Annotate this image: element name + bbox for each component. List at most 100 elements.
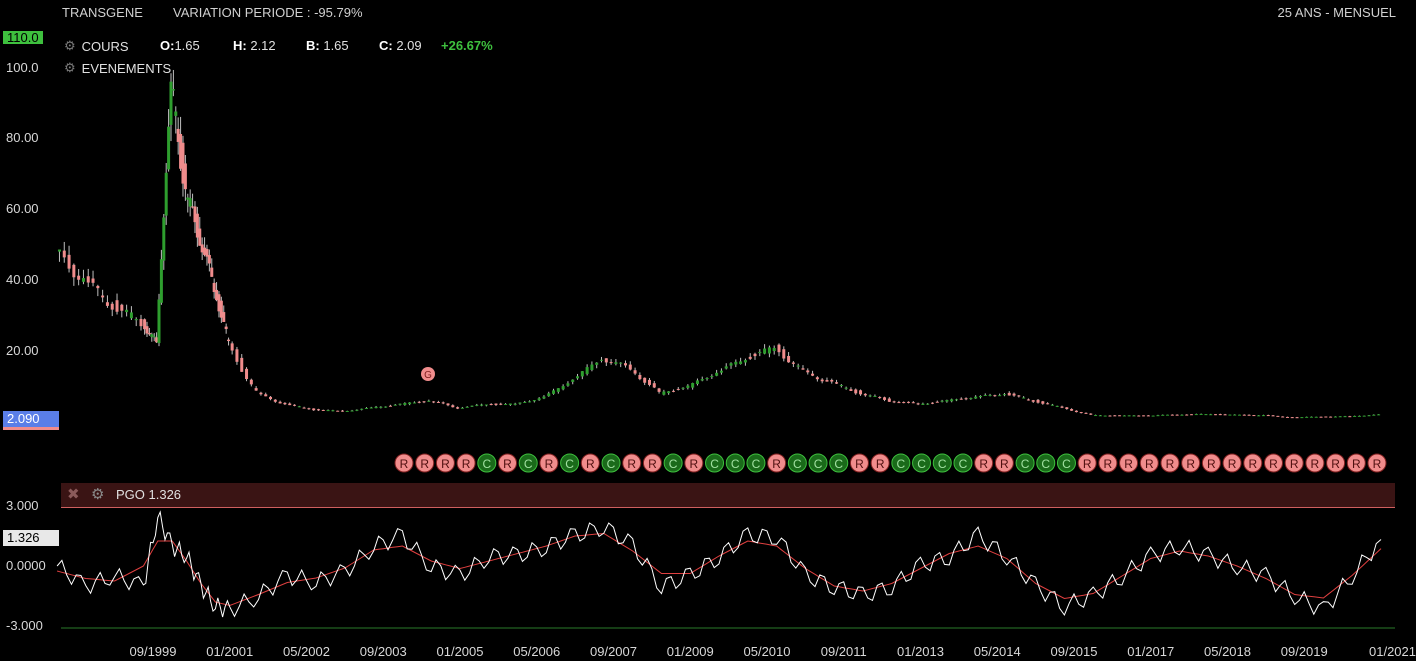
event-marker (746, 453, 766, 473)
gear-icon[interactable]: ⚙ (91, 486, 105, 503)
event-marker-label: R (1248, 457, 1257, 471)
candle-body (240, 357, 244, 372)
candle-body (748, 356, 752, 359)
event-marker-label: C (482, 457, 491, 471)
candle-body (1204, 414, 1208, 416)
event-marker (1119, 453, 1139, 473)
candle-body (224, 326, 228, 330)
candle-body (935, 401, 939, 403)
candle-body (782, 349, 786, 359)
ticker-name: TRANSGENE (62, 5, 143, 20)
pgo-tick: -3.000 (6, 618, 43, 633)
candle-body (1084, 412, 1088, 414)
candle-body (193, 206, 197, 223)
candle-body (147, 333, 151, 335)
candle-body (1362, 415, 1366, 417)
candle-body (86, 276, 90, 283)
event-marker-label: C (710, 457, 719, 471)
event-marker-label: R (627, 457, 636, 471)
pgo-tick: 3.000 (6, 498, 39, 513)
candle-body (1276, 415, 1280, 417)
pgo-tick: 0.0000 (6, 558, 46, 573)
candle-body (1199, 413, 1203, 415)
candle-body (772, 347, 776, 352)
candle-body (72, 264, 76, 278)
candle-body (164, 172, 168, 216)
candle-body (743, 360, 747, 363)
event-marker-label: R (1166, 457, 1175, 471)
event-marker (1326, 453, 1346, 473)
candle-body (1132, 415, 1136, 417)
candle-body (753, 353, 757, 357)
candle-body (157, 299, 161, 344)
candle-body (302, 407, 306, 409)
candle-body (1300, 417, 1304, 419)
event-marker (808, 453, 828, 473)
events-label[interactable]: EVENEMENTS (81, 60, 172, 76)
candle-body (355, 409, 359, 411)
close-icon[interactable]: ✖ (67, 486, 80, 503)
candle-body (820, 379, 824, 382)
candle-body (259, 392, 263, 395)
candle-body (264, 394, 268, 397)
event-marker (1160, 453, 1180, 473)
candle-body (1237, 414, 1241, 416)
candle-body (969, 398, 973, 400)
candle-body (705, 378, 709, 380)
candle-body (1185, 414, 1189, 416)
event-marker-label: R (1083, 457, 1092, 471)
candle-body (212, 282, 216, 293)
candle-body (465, 406, 469, 408)
candle-body (278, 401, 282, 404)
candle-body (143, 319, 147, 330)
candle-body (321, 409, 325, 411)
cours-label[interactable]: COURS (81, 38, 129, 54)
candle-body (269, 396, 273, 400)
candle-body (1017, 395, 1021, 397)
candle-body (254, 388, 258, 391)
event-marker-label: R (979, 457, 988, 471)
candle-body (1305, 416, 1309, 418)
candle-body (815, 377, 819, 380)
candle-body (96, 285, 100, 289)
candle-body (1329, 416, 1333, 418)
candle-body (978, 395, 982, 398)
candle-body (1137, 415, 1141, 417)
candle-body (1175, 414, 1179, 416)
event-marker-label: R (503, 457, 512, 471)
candle-body (288, 403, 292, 406)
candle-body (1046, 403, 1050, 405)
event-marker-label: C (917, 457, 926, 471)
low-readout: B: 1.65 (306, 38, 349, 53)
x-tick-label: 01/2021 (1369, 644, 1416, 659)
price-tick: 40.00 (6, 272, 39, 287)
candle-body (1022, 397, 1026, 399)
event-marker (1263, 453, 1283, 473)
x-tick-label: 05/2018 (1204, 644, 1251, 659)
candle-body (1271, 415, 1275, 417)
candle-body (379, 406, 383, 408)
gear-icon[interactable]: ⚙ (64, 60, 76, 75)
period-selector[interactable]: 25 ANS - MENSUEL (1277, 5, 1397, 20)
candle-body (369, 407, 373, 409)
candle-body (222, 312, 226, 322)
candle-body (585, 367, 589, 374)
candle-body (787, 355, 791, 363)
candle-body (1214, 414, 1218, 416)
candle-body (638, 374, 642, 380)
candle-body (523, 402, 527, 404)
candle-body (336, 410, 340, 412)
gear-icon[interactable]: ⚙ (64, 38, 76, 53)
candle-body (62, 250, 66, 258)
open-label: O: (160, 38, 175, 53)
candle-body (921, 403, 925, 405)
candle-body (446, 403, 450, 406)
candle-body (1343, 416, 1347, 418)
candle-body (681, 387, 685, 389)
candle-body (1372, 414, 1376, 416)
close-label: C: (379, 38, 393, 53)
candle-body (489, 404, 493, 406)
candle-body (1151, 415, 1155, 417)
event-marker-label: R (586, 457, 595, 471)
candle-body (623, 363, 627, 366)
